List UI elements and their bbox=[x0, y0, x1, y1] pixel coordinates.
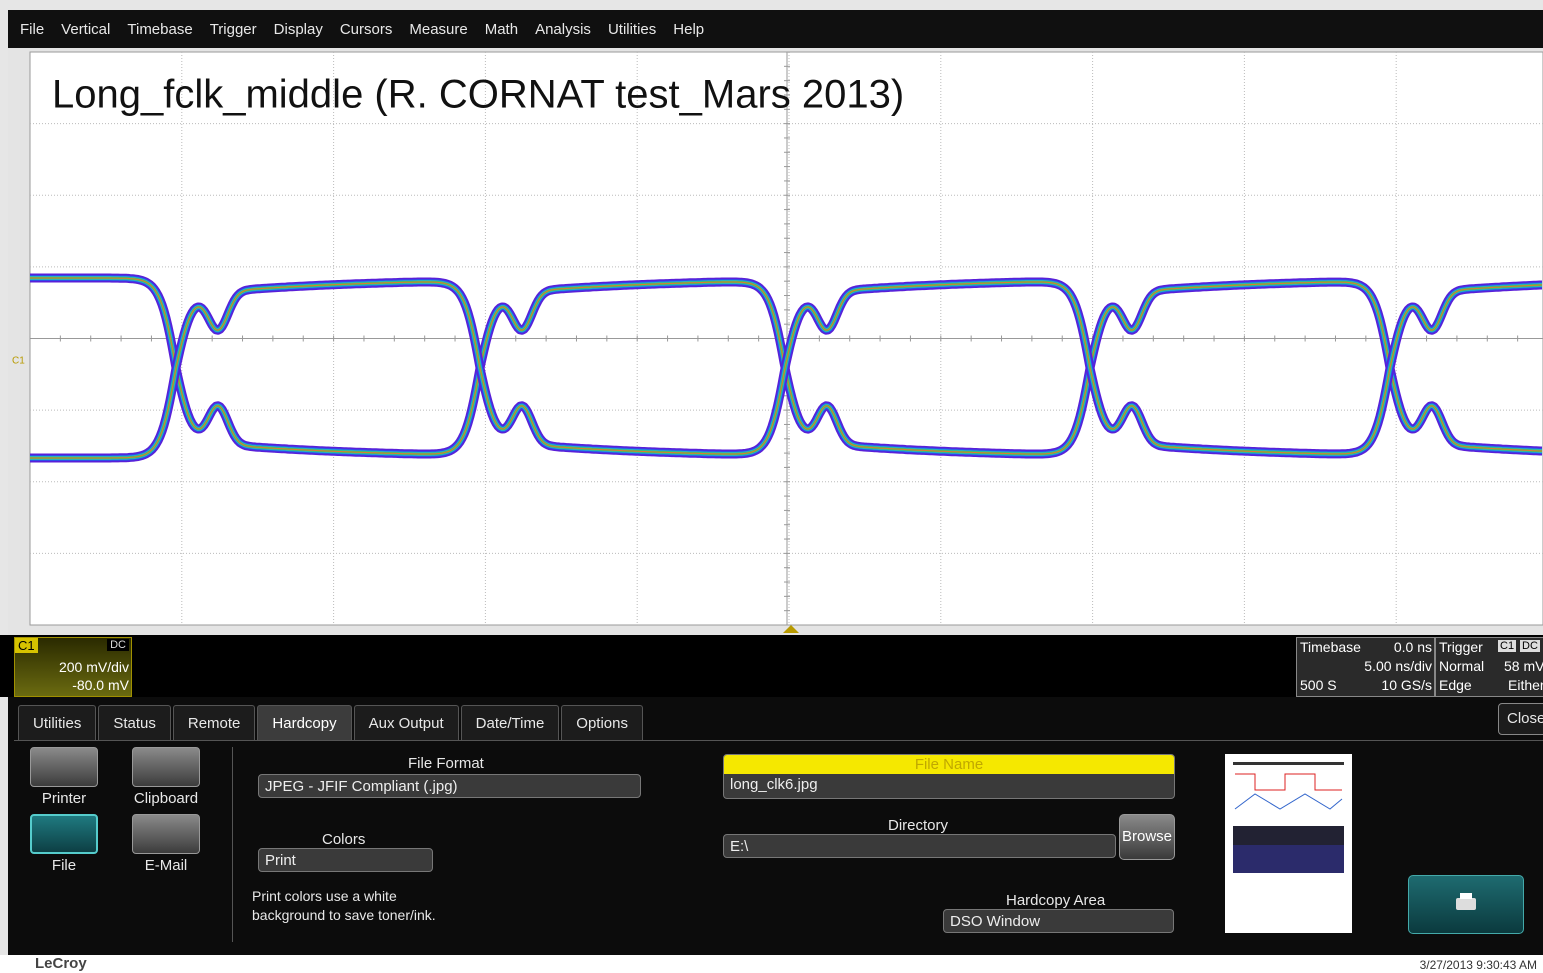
channel-scale: 200 mV/div bbox=[59, 659, 129, 675]
channel-offset: -80.0 mV bbox=[72, 677, 129, 693]
timebase-samples: 500 S bbox=[1300, 677, 1337, 693]
file-format-field[interactable]: JPEG - JFIF Compliant (.jpg) bbox=[258, 774, 641, 798]
menu-item[interactable]: Analysis bbox=[535, 21, 591, 38]
device-label: File bbox=[30, 857, 98, 874]
channel-coupling: DC bbox=[107, 639, 129, 651]
timebase-scale: 5.00 ns/div bbox=[1364, 658, 1432, 674]
trigger-box[interactable]: Trigger C1 DC Normal 58 mV Edge Either bbox=[1435, 637, 1543, 697]
channel-marker: C1 bbox=[12, 356, 25, 367]
menu-item[interactable]: Utilities bbox=[608, 21, 656, 38]
colors-label: Colors bbox=[322, 831, 365, 848]
print-button[interactable] bbox=[1408, 875, 1524, 934]
tab-divider bbox=[14, 740, 1543, 741]
tab[interactable]: Date/Time bbox=[461, 705, 560, 741]
timebase-box[interactable]: Timebase 0.0 ns 5.00 ns/div 500 S 10 GS/… bbox=[1296, 637, 1435, 697]
footer: LeCroy 3/27/2013 9:30:43 AM bbox=[0, 955, 1543, 973]
printer-paper bbox=[1460, 893, 1472, 899]
channel-box[interactable]: C1 DC 200 mV/div -80.0 mV bbox=[14, 637, 132, 697]
brand: LeCroy bbox=[35, 955, 87, 972]
device-button[interactable] bbox=[132, 814, 200, 854]
trigger-type: Edge bbox=[1439, 677, 1472, 693]
file-name-group[interactable]: File Name long_clk6.jpg bbox=[723, 754, 1175, 799]
menu-item[interactable]: Trigger bbox=[210, 21, 257, 38]
title: Long_fclk_middle (R. CORNAT test_Mars 20… bbox=[52, 73, 904, 117]
close-button[interactable]: Close bbox=[1498, 703, 1543, 735]
menu-item[interactable]: Help bbox=[673, 21, 704, 38]
preview-thumbnail bbox=[1225, 754, 1352, 933]
print-icon bbox=[1409, 876, 1523, 933]
trigger-slope: Either bbox=[1508, 677, 1543, 693]
menu-bar: File Vertical Timebase Trigger Display Cursor… bbox=[8, 10, 1543, 48]
timebase-delay: 0.0 ns bbox=[1394, 639, 1432, 655]
printer-shape bbox=[1456, 898, 1476, 910]
menu-item[interactable]: Timebase bbox=[127, 21, 192, 38]
device-label: Printer bbox=[30, 790, 98, 807]
separator bbox=[232, 747, 233, 942]
trigger-label: Trigger bbox=[1439, 639, 1483, 655]
timebase-rate: 10 GS/s bbox=[1381, 677, 1432, 693]
device-button[interactable] bbox=[30, 747, 98, 787]
tab[interactable]: Remote bbox=[173, 705, 256, 741]
device-button[interactable] bbox=[30, 814, 98, 854]
trigger-mode: Normal bbox=[1439, 658, 1484, 674]
directory-label: Directory bbox=[888, 817, 948, 834]
tab[interactable]: Aux Output bbox=[354, 705, 459, 741]
file-name-field: long_clk6.jpg bbox=[724, 774, 1174, 795]
menu-item[interactable]: Vertical bbox=[61, 21, 110, 38]
trigger-level: 58 mV bbox=[1504, 658, 1543, 674]
directory-field[interactable]: E:\ bbox=[723, 834, 1116, 858]
menu-item[interactable]: File bbox=[20, 21, 44, 38]
preview-status bbox=[1233, 826, 1344, 845]
menu-item[interactable]: Cursors bbox=[340, 21, 393, 38]
preview-menu bbox=[1233, 762, 1344, 765]
timestamp: 3/27/2013 9:30:43 AM bbox=[1420, 958, 1537, 972]
trigger-source: C1 bbox=[1498, 640, 1516, 652]
menu-item[interactable]: Display bbox=[274, 21, 323, 38]
menu-item[interactable]: Math bbox=[485, 21, 518, 38]
device-button[interactable] bbox=[132, 747, 200, 787]
tab[interactable]: Options bbox=[561, 705, 643, 741]
area-label: Hardcopy Area bbox=[1006, 892, 1105, 909]
preview-panel bbox=[1233, 845, 1344, 873]
channel-name: C1 bbox=[15, 638, 38, 653]
timebase-label: Timebase bbox=[1300, 639, 1361, 655]
tab[interactable]: Hardcopy bbox=[257, 705, 351, 741]
tab[interactable]: Utilities bbox=[18, 705, 96, 741]
device-label: E-Mail bbox=[132, 857, 200, 874]
trigger-coupling: DC bbox=[1520, 640, 1540, 652]
file-format-label: File Format bbox=[408, 755, 484, 772]
file-name-label: File Name bbox=[724, 755, 1174, 774]
page: File Vertical Timebase Trigger Display Cursor… bbox=[0, 0, 1543, 973]
browse-button[interactable]: Browse bbox=[1119, 814, 1175, 860]
scope-display: Long_fclk_middle (R. CORNAT test_Mars 20… bbox=[8, 48, 1543, 635]
colors-field[interactable]: Print bbox=[258, 848, 433, 872]
tab[interactable]: Status bbox=[98, 705, 171, 741]
menu-item[interactable]: Measure bbox=[409, 21, 467, 38]
device-label: Clipboard bbox=[132, 790, 200, 807]
colors-note: Print colors use a white background to s… bbox=[252, 887, 472, 925]
area-field[interactable]: DSO Window bbox=[943, 909, 1174, 933]
